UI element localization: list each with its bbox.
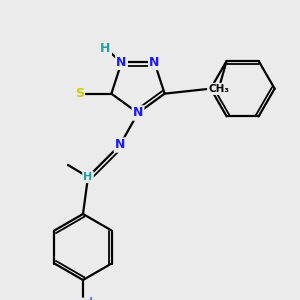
- Text: N: N: [149, 56, 160, 69]
- Text: S: S: [75, 87, 84, 100]
- Text: N: N: [133, 106, 143, 119]
- Text: +: +: [87, 296, 95, 300]
- Text: CH₃: CH₃: [208, 84, 229, 94]
- Text: N: N: [116, 56, 127, 69]
- Text: N: N: [77, 299, 89, 300]
- Text: H: H: [100, 42, 111, 55]
- Text: H: H: [83, 172, 93, 182]
- Text: N: N: [115, 139, 125, 152]
